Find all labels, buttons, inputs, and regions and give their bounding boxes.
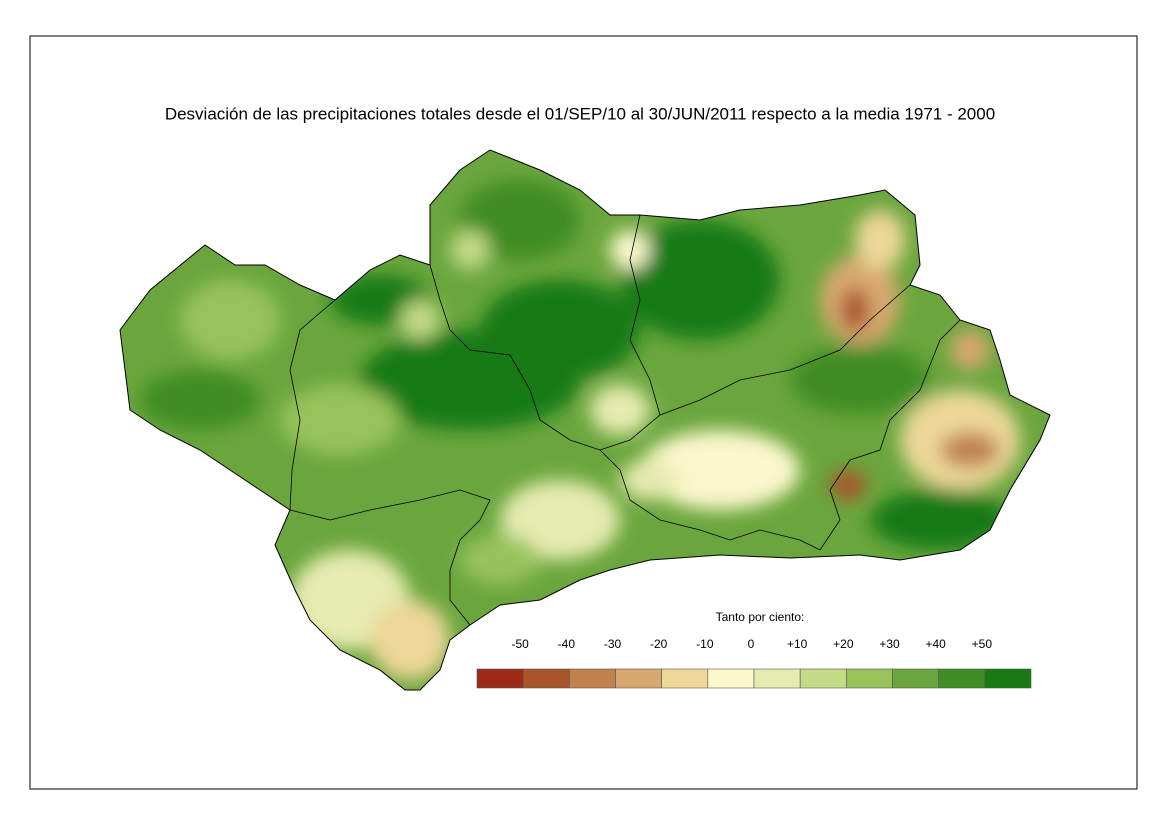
map-title: Desviación de las precipitaciones totale… xyxy=(165,104,995,123)
legend: -50 -40 -30 -20 -10 0 +10 +20 +30 +40 +50 xyxy=(476,637,1032,689)
legend-label: +20 xyxy=(833,637,854,651)
legend-swatch xyxy=(615,668,662,689)
province-borders xyxy=(289,214,961,626)
legend-label: -50 xyxy=(511,637,529,651)
legend-label: -20 xyxy=(650,637,668,651)
legend-title: Tanto por ciento: xyxy=(716,610,805,624)
legend-label: +40 xyxy=(925,637,946,651)
legend-swatch xyxy=(938,668,986,689)
legend-label: -30 xyxy=(604,637,622,651)
legend-swatch xyxy=(569,668,616,689)
legend-swatch xyxy=(799,668,847,689)
legend-label: +10 xyxy=(787,637,808,651)
legend-swatch xyxy=(892,668,939,689)
legend-label: -40 xyxy=(558,637,576,651)
legend-swatch xyxy=(522,668,570,689)
legend-label: +50 xyxy=(972,637,993,651)
legend-swatch xyxy=(476,668,524,689)
legend-label: 0 xyxy=(748,637,755,651)
legend-label: -10 xyxy=(696,637,714,651)
legend-swatch xyxy=(984,668,1032,689)
legend-swatch xyxy=(846,668,893,689)
legend-swatch xyxy=(707,668,755,689)
legend-swatch xyxy=(661,668,709,689)
legend-swatch xyxy=(753,668,801,689)
legend-label: +30 xyxy=(879,637,900,651)
